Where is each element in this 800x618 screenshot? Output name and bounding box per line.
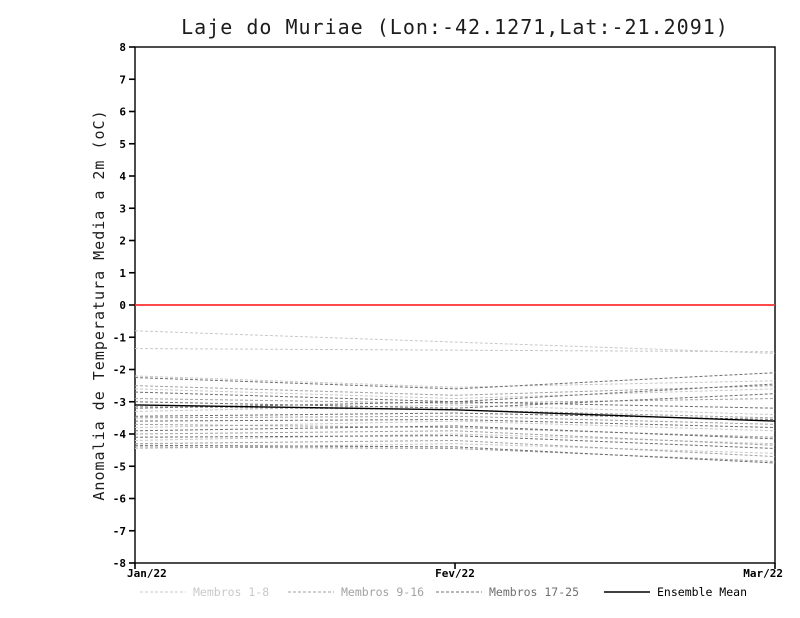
member-line [134,418,776,429]
x-tick-label: Fev/22 [435,567,475,580]
y-tick-label: 7 [119,73,126,86]
member-line [134,385,776,396]
chart-legend: Membros 1-8 Membros 9-16 Membros 17-25 Ense… [140,585,747,599]
y-tick-label: 1 [119,267,126,280]
y-tick-label: -1 [113,331,127,344]
x-tick-label: Mar/22 [743,567,783,580]
member-line [134,439,776,458]
y-axis-label: Anomalia de Temperatura Media a 2m (oC) [90,109,108,500]
legend-label: Membros 17-25 [489,585,579,599]
member-line [134,443,776,454]
member-line [134,433,776,445]
member-line [134,423,776,438]
legend-label: Membros 9-16 [341,585,424,599]
member-line [134,446,776,462]
member-line [134,404,776,416]
member-line [134,372,776,390]
y-tick-label: -8 [113,557,126,570]
y-tick-label: 2 [119,235,126,248]
member-line [134,444,776,464]
ensemble-mean-line [134,404,776,422]
y-tick-label: -7 [113,525,126,538]
y-tick-label: 6 [119,106,126,119]
member-line [134,412,776,420]
series-lines [134,330,776,464]
y-tick-label: 8 [119,41,126,54]
member-line [134,348,776,353]
member-line [134,375,776,388]
y-tick-label: 0 [119,299,126,312]
x-tick-label: Jan/22 [127,567,167,580]
y-tick-label: -5 [113,460,126,473]
axis-ticks: -8 -7 -6 -5 -4 -3 -2 -1 0 1 2 3 4 5 6 7 8 Jan/22 Fev/22 Mar… [113,41,783,580]
y-tick-label: -6 [113,493,127,506]
member-line [134,388,776,400]
y-tick-label: 5 [119,138,126,151]
chart-title: Laje do Muriae (Lon:-42.1271,Lat:-21.209… [181,15,729,39]
y-tick-label: -3 [113,396,126,409]
member-line [134,415,776,425]
member-line [134,425,776,440]
member-line [134,330,776,354]
member-line [134,435,776,450]
y-tick-label: 4 [119,170,126,183]
legend-label: Ensemble Mean [657,585,747,599]
legend-label: Membros 1-8 [193,585,269,599]
member-line [134,398,776,404]
y-tick-label: -4 [113,428,127,441]
y-tick-label: -2 [113,364,126,377]
y-tick-label: 3 [119,202,126,215]
member-line [134,393,776,409]
member-line [134,383,776,403]
member-line [134,430,776,446]
